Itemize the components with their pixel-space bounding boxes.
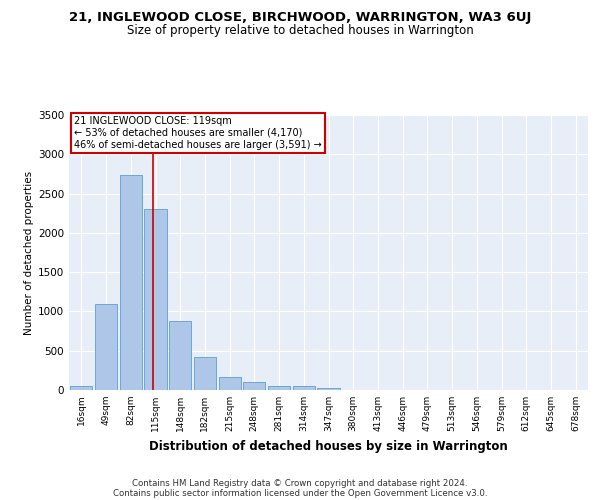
Text: 21, INGLEWOOD CLOSE, BIRCHWOOD, WARRINGTON, WA3 6UJ: 21, INGLEWOOD CLOSE, BIRCHWOOD, WARRINGT… <box>69 11 531 24</box>
Text: 21 INGLEWOOD CLOSE: 119sqm
← 53% of detached houses are smaller (4,170)
46% of s: 21 INGLEWOOD CLOSE: 119sqm ← 53% of deta… <box>74 116 322 150</box>
Bar <box>218 378 241 390</box>
Bar <box>119 176 142 390</box>
Bar <box>317 388 340 390</box>
Bar <box>243 382 265 390</box>
Bar <box>169 321 191 390</box>
Text: Contains HM Land Registry data © Crown copyright and database right 2024.: Contains HM Land Registry data © Crown c… <box>132 478 468 488</box>
Text: Contains public sector information licensed under the Open Government Licence v3: Contains public sector information licen… <box>113 488 487 498</box>
Bar <box>194 357 216 390</box>
Text: Size of property relative to detached houses in Warrington: Size of property relative to detached ho… <box>127 24 473 37</box>
X-axis label: Distribution of detached houses by size in Warrington: Distribution of detached houses by size … <box>149 440 508 452</box>
Y-axis label: Number of detached properties: Number of detached properties <box>24 170 34 334</box>
Bar <box>145 210 167 390</box>
Bar <box>268 386 290 390</box>
Bar <box>293 386 315 390</box>
Bar <box>95 304 117 390</box>
Bar <box>70 386 92 390</box>
